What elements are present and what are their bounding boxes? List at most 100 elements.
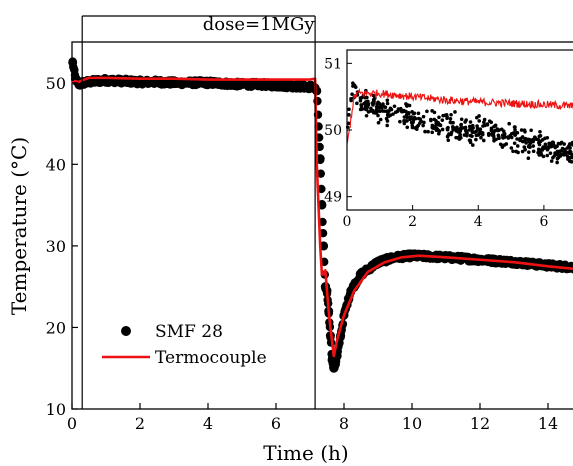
inset-smf28-point bbox=[405, 104, 409, 108]
x-tick-label: 14 bbox=[538, 414, 558, 433]
inset-smf28-point bbox=[359, 104, 364, 109]
inset-smf28-point bbox=[512, 125, 517, 129]
inset-smf28-point bbox=[501, 136, 505, 140]
inset-smf28-point bbox=[391, 112, 395, 116]
inset-smf28-point bbox=[568, 145, 572, 150]
inset-smf28-point bbox=[546, 145, 550, 149]
inset-smf28-point bbox=[468, 120, 473, 124]
inset-smf28-point bbox=[440, 118, 445, 122]
inset-smf28-point bbox=[437, 115, 441, 120]
inset-smf28-point bbox=[453, 110, 457, 114]
inset-smf28-point bbox=[346, 121, 351, 126]
inset-smf28-point bbox=[551, 155, 555, 160]
inset-smf28-point bbox=[523, 147, 527, 152]
inset-smf28-point bbox=[430, 130, 434, 135]
inset-smf28-point bbox=[516, 150, 520, 155]
inset-smf28-point bbox=[477, 132, 481, 137]
y-tick-label: 50 bbox=[46, 74, 66, 93]
inset-smf28-point bbox=[475, 115, 479, 120]
inset-smf28-point bbox=[527, 150, 531, 154]
x-tick-label: 12 bbox=[470, 414, 490, 433]
inset-smf28-point bbox=[434, 121, 438, 126]
inset-smf28-point bbox=[540, 146, 545, 151]
inset-smf28-point bbox=[545, 147, 550, 152]
inset-smf28-point bbox=[422, 120, 426, 125]
inset-smf28-point bbox=[364, 113, 369, 118]
inset-smf28-point bbox=[487, 132, 492, 137]
inset-smf28-point bbox=[545, 153, 550, 158]
inset-smf28-point bbox=[538, 129, 542, 134]
smf28-point bbox=[169, 78, 179, 88]
inset-smf28-point bbox=[406, 110, 411, 115]
smf28-point bbox=[68, 57, 78, 67]
inset-smf28-point bbox=[458, 134, 462, 138]
inset-smf28-point bbox=[380, 109, 385, 113]
inset-smf28-point bbox=[398, 119, 402, 124]
inset-x-tick-label: 4 bbox=[474, 214, 483, 230]
inset-smf28-point bbox=[358, 96, 363, 100]
smf28-point bbox=[186, 78, 196, 88]
x-axis-title: Time (h) bbox=[263, 441, 348, 465]
inset-smf28-point bbox=[465, 133, 469, 138]
inset-smf28-point bbox=[491, 131, 496, 136]
inset-smf28-point bbox=[365, 105, 370, 110]
x-tick-label: 10 bbox=[402, 414, 422, 433]
inset-smf28-point bbox=[371, 101, 376, 106]
inset-smf28-point bbox=[461, 126, 465, 130]
inset-x-tick-label: 2 bbox=[408, 214, 417, 230]
inset-smf28-point bbox=[411, 120, 415, 124]
inset-y-tick-label: 49 bbox=[324, 190, 342, 206]
inset-smf28-point bbox=[513, 128, 517, 132]
inset-smf28-point bbox=[378, 117, 383, 122]
inset-smf28-point bbox=[412, 111, 417, 116]
inset-smf28-point bbox=[449, 112, 453, 117]
inset-smf28-point bbox=[471, 143, 475, 147]
inset-smf28-point bbox=[528, 145, 532, 150]
smf28-point bbox=[271, 80, 281, 90]
inset-smf28-point bbox=[384, 116, 389, 121]
inset-smf28-point bbox=[413, 116, 418, 121]
inset-plot-data bbox=[345, 81, 573, 165]
inset-smf28-point bbox=[363, 100, 368, 105]
inset-smf28-point bbox=[567, 151, 571, 155]
inset-smf28-point bbox=[522, 128, 527, 132]
inset-smf28-point bbox=[533, 136, 538, 140]
inset-smf28-point bbox=[404, 109, 408, 114]
inset-smf28-point bbox=[383, 105, 388, 110]
inset-smf28-point bbox=[385, 109, 390, 113]
smf28-point bbox=[288, 81, 298, 91]
inset-smf28-point bbox=[562, 152, 566, 157]
inset-smf28-point bbox=[537, 153, 542, 157]
inset-smf28-point bbox=[555, 160, 559, 165]
inset-smf28-point bbox=[519, 128, 524, 132]
x-tick-label: 8 bbox=[339, 414, 349, 433]
inset-smf28-point bbox=[385, 101, 390, 106]
inset-smf28-point bbox=[459, 117, 464, 122]
inset-smf28-point bbox=[405, 115, 409, 120]
inset-smf28-point bbox=[351, 81, 355, 85]
inset-smf28-point bbox=[520, 149, 525, 154]
inset-smf28-point bbox=[479, 135, 483, 140]
inset-smf28-point bbox=[448, 116, 453, 121]
inset-smf28-point bbox=[474, 133, 479, 138]
inset-smf28-point bbox=[385, 123, 390, 128]
smf28-point bbox=[317, 184, 326, 194]
inset-smf28-point bbox=[463, 128, 468, 133]
inset-smf28-point bbox=[456, 129, 461, 133]
inset-smf28-point bbox=[512, 141, 517, 146]
inset-smf28-point bbox=[437, 129, 442, 134]
x-tick-label: 2 bbox=[135, 414, 145, 433]
inset-smf28-point bbox=[381, 102, 385, 106]
y-axis: 10 20 30 40 50 bbox=[46, 74, 78, 419]
x-tick-label: 0 bbox=[67, 414, 77, 433]
inset-smf28-point bbox=[410, 125, 415, 130]
y-axis-title: Temperature (°C) bbox=[7, 137, 31, 315]
inset-smf28-point bbox=[524, 141, 528, 145]
inset-smf28-point bbox=[378, 103, 383, 108]
inset-smf28-point bbox=[374, 111, 378, 115]
inset-smf28-point bbox=[560, 149, 565, 153]
inset-smf28-point bbox=[454, 135, 458, 140]
inset-smf28-point bbox=[477, 119, 482, 123]
legend: SMF 28 Termocouple bbox=[102, 322, 267, 368]
inset-smf28-point bbox=[425, 109, 429, 114]
